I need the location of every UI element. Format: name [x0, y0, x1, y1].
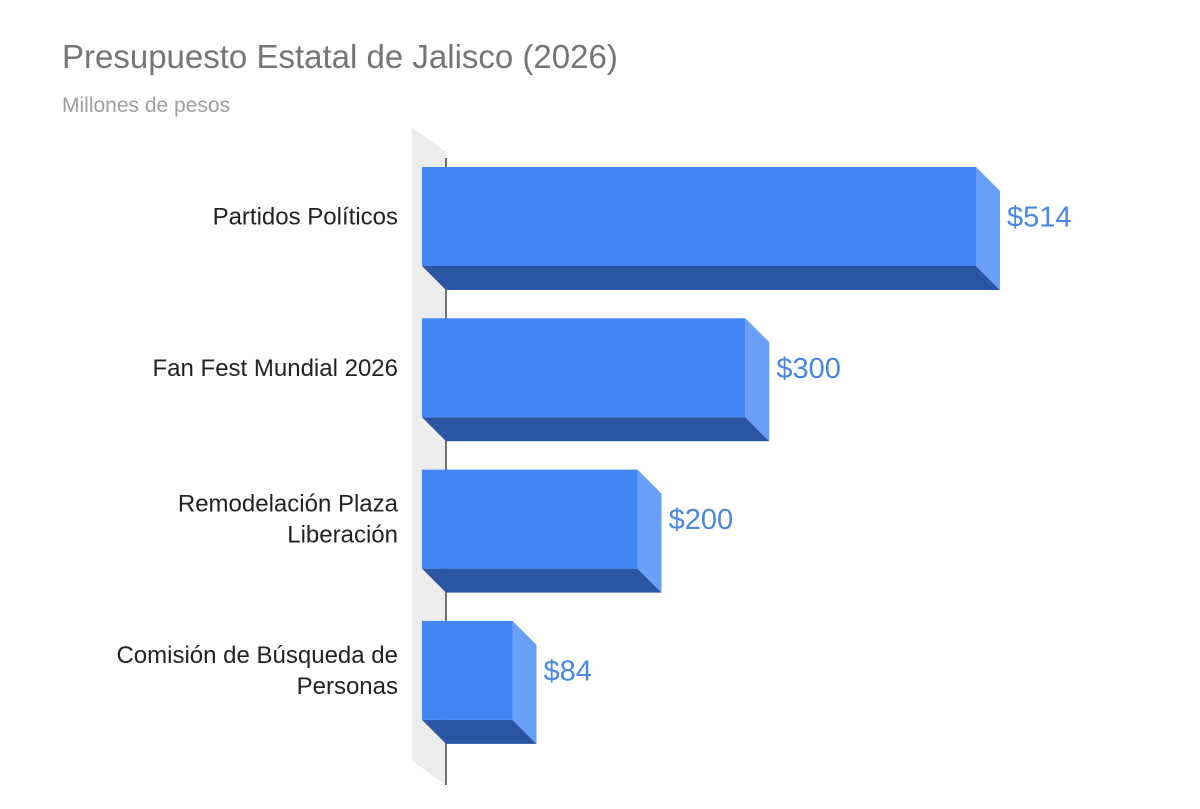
category-labels-layer: Partidos Políticos Fan Fest Mundial 2026 R… [116, 204, 398, 700]
bars-layer [422, 167, 1000, 744]
bar-side-face [637, 469, 662, 593]
category-label-line: Personas [297, 673, 398, 700]
category-label: Comisión de Búsqueda de Personas [116, 642, 398, 700]
bar-side-face [512, 620, 537, 744]
bar [422, 318, 746, 418]
bar-side-face [745, 318, 770, 442]
category-label-line: Liberación [287, 522, 398, 549]
back-wall [412, 128, 446, 785]
chart-title: Presupuesto Estatal de Jalisco (2026) [62, 38, 618, 75]
category-label-line: Fan Fest Mundial 2026 [153, 355, 398, 382]
bar-bottom-face [422, 568, 662, 593]
value-label: $514 [1007, 202, 1072, 234]
bar-bottom-face [422, 719, 537, 744]
category-label-line: Comisión de Búsqueda de [116, 642, 398, 669]
value-labels-layer: $514 $300 $200 $84 [544, 202, 1072, 688]
bar-side-face [976, 167, 1000, 290]
bar [422, 167, 976, 266]
bar [422, 620, 513, 720]
bar-bottom-face [422, 266, 1000, 290]
category-label-line: Remodelación Plaza [178, 491, 399, 518]
category-label-line: Partidos Políticos [213, 204, 398, 231]
category-label: Partidos Políticos [213, 204, 398, 231]
category-label: Fan Fest Mundial 2026 [153, 355, 398, 382]
category-label: Remodelación Plaza Liberación [178, 491, 399, 549]
bar [422, 469, 638, 569]
value-label: $84 [544, 655, 592, 687]
bar-bottom-face [422, 417, 770, 442]
value-label: $200 [669, 504, 734, 536]
value-label: $300 [776, 353, 841, 385]
chart-subtitle: Millones de pesos [62, 94, 231, 117]
